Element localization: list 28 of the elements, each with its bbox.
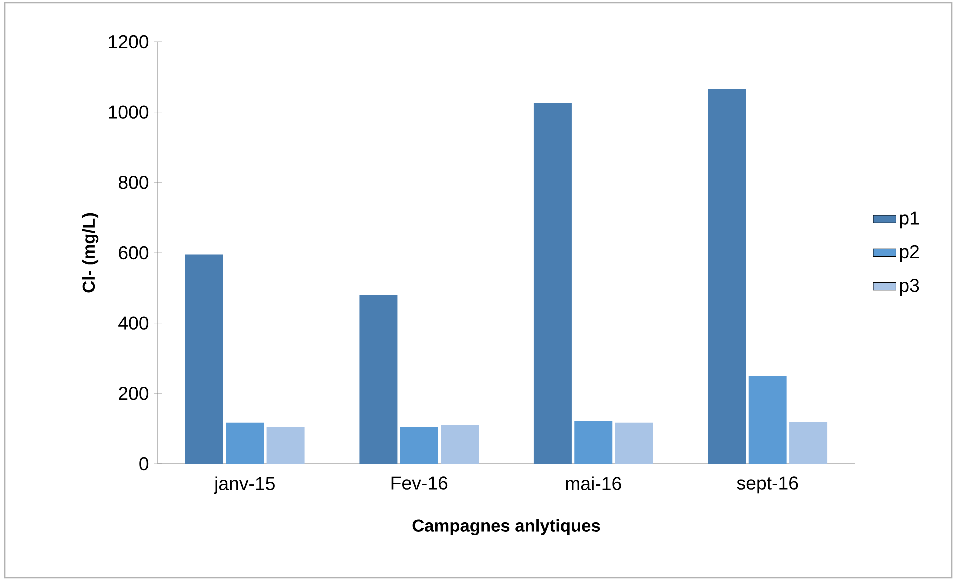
bar [360, 295, 398, 464]
bar [574, 421, 613, 464]
legend-label: p1 [900, 212, 920, 229]
y-tick-label: 0 [140, 457, 149, 471]
bar [534, 104, 572, 464]
bar [441, 424, 480, 464]
y-tick-label: 800 [118, 176, 149, 190]
bar [615, 422, 654, 464]
x-tick-label: janv-15 [214, 476, 275, 494]
bar [790, 422, 828, 464]
bar [708, 89, 746, 464]
legend-label: p3 [900, 279, 920, 296]
x-axis-title: Campagnes anlytiques [412, 519, 600, 536]
bar [266, 427, 305, 464]
y-tick-label: 1200 [109, 35, 149, 49]
bar [748, 376, 787, 464]
bar [400, 427, 438, 464]
y-axis-title: Cl- (mg/L) [82, 213, 99, 293]
bar [226, 422, 264, 464]
y-tick-label: 1000 [109, 106, 149, 119]
y-tick-label: 600 [119, 246, 149, 260]
x-tick-label: sept-16 [737, 476, 798, 494]
legend-label: p2 [900, 245, 919, 262]
y-tick-label: 200 [119, 387, 149, 400]
y-tick-label: 400 [118, 316, 149, 330]
x-tick-label: mai-16 [566, 476, 622, 490]
bar [185, 254, 224, 464]
x-tick-label: Fev-16 [392, 476, 448, 490]
